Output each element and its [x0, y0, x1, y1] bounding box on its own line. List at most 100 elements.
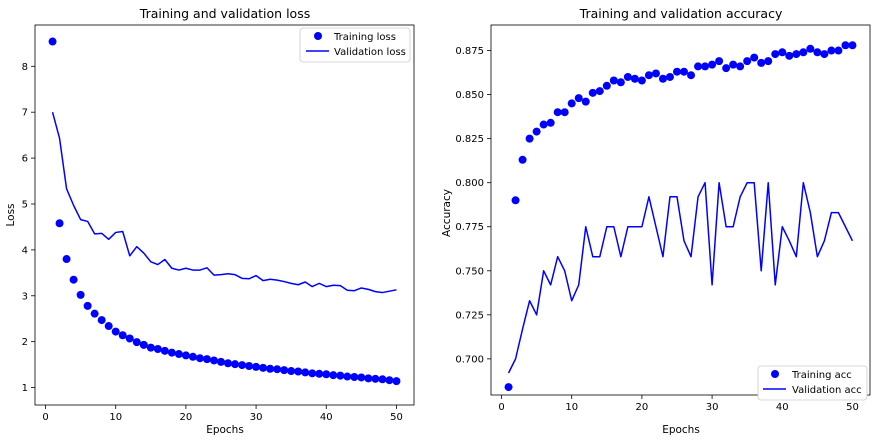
accuracy-xtick-label: 20 — [636, 402, 649, 413]
accuracy-training-point — [623, 72, 632, 81]
loss-training-point — [55, 219, 64, 228]
accuracy-training-point — [743, 57, 752, 66]
accuracy-training-point — [630, 74, 639, 83]
loss-xtick-label: 20 — [180, 412, 193, 423]
accuracy-ytick-label: 0.800 — [455, 178, 484, 189]
accuracy-training-point — [525, 134, 534, 143]
loss-chart-xlabel: Epochs — [206, 424, 244, 436]
accuracy-legend-training: Training acc — [791, 370, 852, 381]
loss-legend-validation: Validation loss — [334, 47, 406, 58]
loss-training-point — [160, 346, 169, 355]
accuracy-training-point — [672, 67, 681, 76]
loss-training-point — [322, 370, 331, 379]
loss-xtick-label: 10 — [109, 412, 122, 423]
loss-ytick-label: 8 — [22, 62, 28, 73]
accuracy-training-point — [567, 99, 576, 108]
accuracy-training-point — [785, 51, 794, 60]
accuracy-training-point — [532, 127, 541, 136]
loss-training-point — [118, 331, 127, 340]
accuracy-training-point — [658, 74, 667, 83]
accuracy-chart-xlabel: Epochs — [662, 424, 700, 436]
loss-training-point — [385, 376, 394, 385]
loss-training-point — [104, 322, 113, 331]
loss-training-point — [294, 367, 303, 376]
loss-training-point — [62, 255, 71, 264]
loss-training-point — [280, 366, 289, 375]
accuracy-training-point — [813, 48, 822, 57]
accuracy-training-point — [511, 196, 520, 205]
loss-legend-box — [299, 27, 411, 63]
accuracy-training-point — [757, 58, 766, 67]
accuracy-ytick-label: 0.850 — [455, 90, 484, 101]
loss-training-point — [83, 301, 92, 310]
loss-training-point — [343, 372, 352, 381]
accuracy-ytick-label: 0.775 — [455, 222, 484, 233]
accuracy-chart-title: Training and validation accuracy — [579, 6, 783, 21]
loss-training-point — [357, 373, 366, 382]
accuracy-ytick-label: 0.700 — [455, 354, 484, 365]
loss-training-point — [350, 373, 359, 381]
accuracy-training-point — [680, 67, 689, 76]
accuracy-ytick-label: 0.750 — [455, 266, 484, 277]
accuracy-training-point — [518, 155, 527, 164]
accuracy-chart-frame — [490, 24, 871, 396]
accuracy-training-point — [771, 50, 780, 59]
accuracy-xtick-label: 0 — [498, 402, 504, 413]
loss-training-point — [97, 316, 106, 325]
loss-legend-marker-training — [314, 32, 322, 40]
loss-training-point — [90, 309, 99, 318]
accuracy-chart-ylabel: Accuracy — [441, 189, 453, 237]
loss-chart: Training and validation loss 0 10 20 30 40 50… — [5, 6, 415, 436]
accuracy-training-point — [708, 60, 717, 69]
accuracy-training-point — [687, 71, 696, 80]
accuracy-training-point — [778, 48, 787, 57]
accuracy-training-point — [539, 120, 548, 129]
accuracy-training-point — [806, 44, 815, 53]
loss-training-point — [224, 359, 233, 368]
loss-chart-ticks: 0 10 20 30 40 50 1 2 3 4 5 6 7 8 — [22, 62, 403, 423]
loss-ytick-label: 6 — [22, 154, 28, 165]
loss-training-point — [308, 369, 317, 378]
loss-chart-title: Training and validation loss — [139, 6, 310, 21]
accuracy-training-point — [616, 78, 625, 87]
loss-training-point — [167, 348, 176, 357]
loss-training-point — [371, 374, 380, 383]
loss-validation-line — [51, 112, 397, 294]
loss-training-point — [181, 351, 190, 360]
accuracy-training-point — [504, 383, 513, 392]
loss-chart-legend: Training loss Validation loss — [299, 27, 411, 63]
loss-ytick-label: 4 — [22, 245, 28, 256]
accuracy-training-point — [637, 76, 646, 85]
accuracy-training-point — [722, 64, 731, 73]
accuracy-training-point — [834, 46, 843, 55]
loss-ytick-label: 7 — [22, 108, 28, 119]
loss-training-point — [392, 377, 401, 386]
loss-ytick-label: 3 — [22, 291, 28, 302]
accuracy-training-point — [694, 62, 703, 71]
loss-training-point — [238, 361, 247, 370]
accuracy-training-point — [651, 69, 660, 78]
accuracy-training-point — [595, 87, 604, 96]
accuracy-training-point — [644, 71, 653, 80]
accuracy-ytick-label: 0.825 — [455, 134, 484, 145]
accuracy-training-point — [792, 50, 801, 59]
loss-training-point — [69, 275, 78, 284]
accuracy-xtick-label: 40 — [776, 402, 789, 413]
loss-training-point — [252, 362, 261, 371]
accuracy-training-point — [574, 94, 583, 103]
loss-ytick-label: 2 — [22, 337, 28, 348]
accuracy-training-point — [764, 57, 773, 66]
loss-chart-plot-area — [48, 37, 401, 386]
accuracy-xtick-label: 50 — [846, 402, 859, 413]
loss-ytick-label: 1 — [22, 383, 28, 394]
accuracy-legend-box — [757, 365, 868, 401]
accuracy-training-point — [701, 62, 710, 71]
loss-xtick-label: 30 — [250, 412, 263, 423]
accuracy-legend-validation: Validation acc — [792, 385, 862, 396]
loss-training-point — [132, 338, 141, 347]
accuracy-training-point — [750, 53, 759, 62]
loss-xtick-label: 0 — [42, 412, 48, 423]
loss-training-point — [329, 371, 338, 380]
loss-training-point — [315, 369, 324, 378]
loss-training-point — [146, 343, 155, 352]
